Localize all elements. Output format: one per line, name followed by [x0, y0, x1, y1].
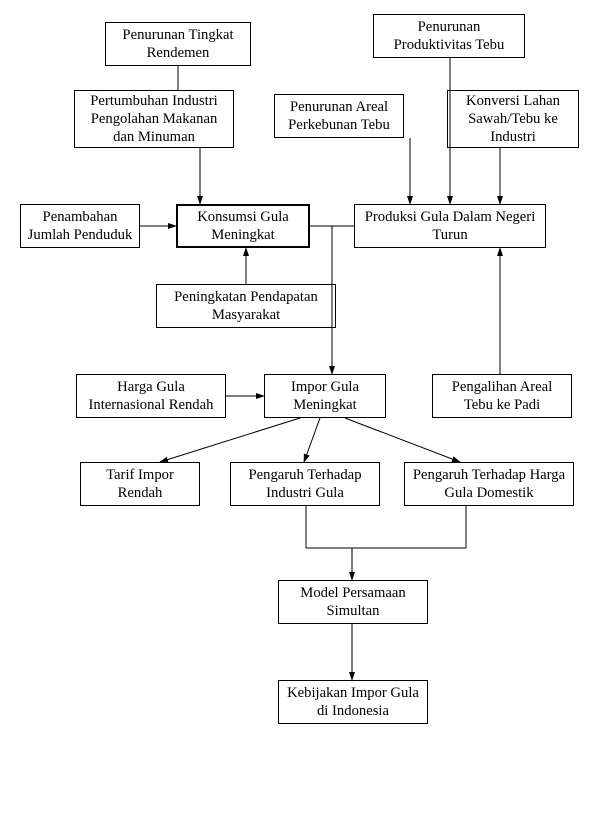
node-label: Konversi Lahan Sawah/Tebu ke Industri [454, 92, 572, 147]
node-model: Model Persamaan Simultan [278, 580, 428, 624]
node-harga-intl: Harga Gula Internasional Rendah [76, 374, 226, 418]
node-label: Tarif Impor Rendah [87, 466, 193, 503]
node-label: Penurunan Tingkat Rendemen [112, 26, 244, 63]
node-tarif: Tarif Impor Rendah [80, 462, 200, 506]
node-label: Harga Gula Internasional Rendah [83, 378, 219, 415]
node-label: Pertumbuhan Industri Pengolahan Makanan … [81, 92, 227, 147]
node-pengalihan: Pengalihan Areal Tebu ke Padi [432, 374, 572, 418]
node-rendemen: Penurunan Tingkat Rendemen [105, 22, 251, 66]
node-pendapatan: Peningkatan Pendapatan Masyarakat [156, 284, 336, 328]
node-konsumsi: Konsumsi Gula Meningkat [176, 204, 310, 248]
node-kebijakan: Kebijakan Impor Gula di Indonesia [278, 680, 428, 724]
node-label: Penurunan Produktivitas Tebu [380, 18, 518, 55]
node-areal-turun: Penurunan Areal Perkebunan Tebu [274, 94, 404, 138]
node-produksi: Produksi Gula Dalam Negeri Turun [354, 204, 546, 248]
node-label: Impor Gula Meningkat [271, 378, 379, 415]
node-label: Pengaruh Terhadap Harga Gula Domestik [411, 466, 567, 503]
node-harga-dom: Pengaruh Terhadap Harga Gula Domestik [404, 462, 574, 506]
node-impor: Impor Gula Meningkat [264, 374, 386, 418]
node-label: Konsumsi Gula Meningkat [184, 208, 302, 245]
node-label: Model Persamaan Simultan [285, 584, 421, 621]
node-label: Penurunan Areal Perkebunan Tebu [281, 98, 397, 135]
node-industri-mm: Pertumbuhan Industri Pengolahan Makanan … [74, 90, 234, 148]
node-label: Pengaruh Terhadap Industri Gula [237, 466, 373, 503]
node-label: Peningkatan Pendapatan Masyarakat [163, 288, 329, 325]
node-industri-gula: Pengaruh Terhadap Industri Gula [230, 462, 380, 506]
node-penduduk: Penambahan Jumlah Penduduk [20, 204, 140, 248]
node-label: Kebijakan Impor Gula di Indonesia [285, 684, 421, 721]
node-produktivitas: Penurunan Produktivitas Tebu [373, 14, 525, 58]
node-label: Produksi Gula Dalam Negeri Turun [361, 208, 539, 245]
node-konversi: Konversi Lahan Sawah/Tebu ke Industri [447, 90, 579, 148]
node-label: Pengalihan Areal Tebu ke Padi [439, 378, 565, 415]
node-label: Penambahan Jumlah Penduduk [27, 208, 133, 245]
